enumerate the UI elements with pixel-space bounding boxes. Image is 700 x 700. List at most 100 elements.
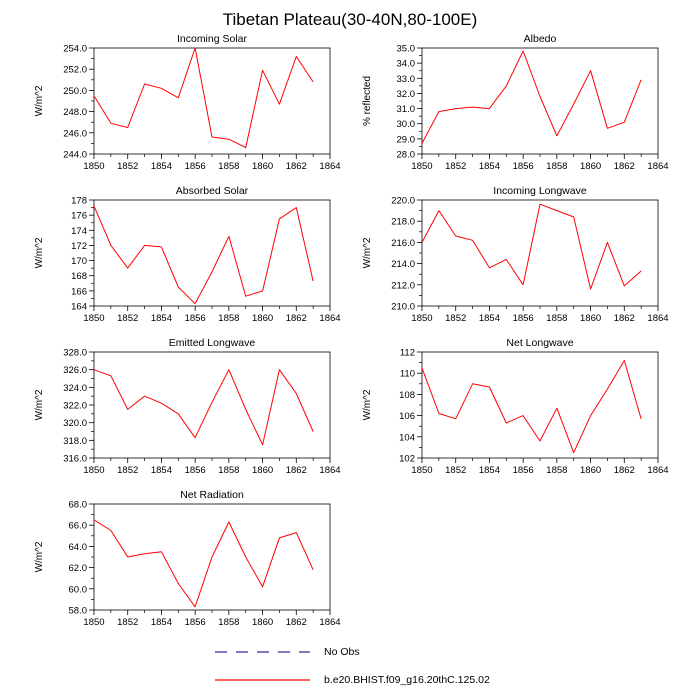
y-tick-label: 68.0 — [69, 500, 88, 511]
plot-frame — [421, 351, 659, 459]
y-tick-label: 66.0 — [69, 521, 88, 532]
x-tick-label: 1862 — [614, 465, 635, 476]
x-tick-label: 1860 — [580, 465, 601, 476]
y-tick-label: 166 — [71, 286, 87, 297]
y-tick-label: 218.0 — [391, 217, 415, 228]
chart-incoming-solar: Incoming Solar W/m^2 244.0 246.0 248.0 250.0 2… — [34, 33, 341, 172]
series-solid-line — [215, 679, 310, 681]
y-tick-label: 168 — [71, 271, 87, 282]
data-line — [421, 203, 642, 290]
chart-title: Emitted Longwave — [169, 337, 256, 349]
x-tick-label: 1854 — [151, 465, 172, 476]
x-tick-label: 1854 — [151, 161, 172, 172]
y-tick-label: 316.0 — [63, 454, 87, 465]
y-tick-label: 31.0 — [397, 104, 416, 115]
plot-frame — [93, 351, 331, 459]
y-tick-label: 322.0 — [63, 401, 87, 412]
y-tick-label: 176 — [71, 211, 87, 222]
x-tick-label: 1852 — [445, 465, 466, 476]
x-tick-label: 1860 — [252, 313, 273, 324]
data-line — [93, 205, 314, 305]
chart-title: Absorbed Solar — [176, 185, 249, 197]
y-tick-label: 108 — [399, 390, 415, 401]
x-tick-label: 1856 — [513, 465, 534, 476]
y-tick-label: 164 — [71, 302, 87, 313]
y-tick-label: 62.0 — [69, 563, 88, 574]
data-line — [93, 519, 314, 608]
y-tick-label: 64.0 — [69, 542, 88, 553]
x-tick-label: 1856 — [185, 161, 206, 172]
x-tick-label: 1856 — [513, 161, 534, 172]
x-tick-label: 1860 — [252, 465, 273, 476]
x-tick-label: 1864 — [647, 161, 668, 172]
y-tick-label: 216.0 — [391, 238, 415, 249]
legend-row-no-obs: No Obs — [215, 646, 700, 658]
chart-net-longwave: Net Longwave W/m^2 102 104 106 108 110 112 1850 1… — [362, 337, 669, 476]
y-tick-label: 35.0 — [397, 44, 416, 55]
x-tick-label: 1858 — [546, 161, 567, 172]
chart-albedo: Albedo % reflected 28.0 29.0 30.0 31.0 32.0 33.… — [362, 33, 669, 172]
x-tick-label: 1850 — [83, 161, 104, 172]
x-tick-label: 1860 — [252, 161, 273, 172]
y-tick-label: 174 — [71, 226, 87, 237]
y-tick-label: 254.0 — [63, 44, 87, 55]
x-tick-label: 1852 — [445, 161, 466, 172]
x-tick-label: 1862 — [614, 313, 635, 324]
chart-absorbed-solar: Absorbed Solar W/m^2 164 166 168 170 172 174 176… — [34, 185, 341, 324]
chart-title: Albedo — [524, 33, 557, 45]
y-tick-label: 60.0 — [69, 584, 88, 595]
x-tick-label: 1862 — [286, 313, 307, 324]
y-tick-label: 34.0 — [397, 59, 416, 70]
figure-page: Tibetan Plateau(30-40N,80-100E) Incoming… — [0, 10, 700, 686]
y-axis-label: W/m^2 — [362, 389, 373, 420]
y-tick-label: 212.0 — [391, 280, 415, 291]
y-axis-label: W/m^2 — [34, 237, 45, 268]
y-axis-label: W/m^2 — [34, 389, 45, 420]
x-tick-label: 1864 — [319, 617, 340, 628]
x-tick-label: 1850 — [83, 465, 104, 476]
x-tick-label: 1854 — [151, 313, 172, 324]
x-tick-label: 1856 — [185, 465, 206, 476]
y-tick-label: 318.0 — [63, 436, 87, 447]
chart-title: Net Longwave — [506, 337, 573, 349]
x-tick-label: 1852 — [117, 465, 138, 476]
x-tick-label: 1860 — [580, 313, 601, 324]
y-tick-label: 29.0 — [397, 134, 416, 145]
y-tick-label: 28.0 — [397, 150, 416, 161]
x-tick-label: 1854 — [151, 617, 172, 628]
y-tick-label: 30.0 — [397, 119, 416, 130]
y-axis-label: W/m^2 — [362, 237, 373, 268]
x-tick-label: 1850 — [83, 313, 104, 324]
no-obs-dashed-line — [215, 651, 310, 653]
x-tick-label: 1864 — [319, 313, 340, 324]
x-tick-label: 1864 — [319, 465, 340, 476]
y-tick-label: 178 — [71, 196, 87, 207]
y-tick-label: 326.0 — [63, 365, 87, 376]
y-tick-label: 324.0 — [63, 383, 87, 394]
x-tick-label: 1858 — [546, 465, 567, 476]
y-axis-label: % reflected — [362, 76, 373, 126]
x-tick-label: 1862 — [286, 465, 307, 476]
x-tick-label: 1858 — [218, 465, 239, 476]
y-tick-label: 33.0 — [397, 74, 416, 85]
x-tick-label: 1856 — [185, 313, 206, 324]
data-line — [421, 360, 642, 454]
x-tick-label: 1864 — [647, 313, 668, 324]
x-tick-label: 1858 — [218, 161, 239, 172]
x-tick-label: 1852 — [117, 617, 138, 628]
x-tick-label: 1862 — [614, 161, 635, 172]
x-tick-label: 1864 — [647, 465, 668, 476]
figure-title: Tibetan Plateau(30-40N,80-100E) — [222, 10, 478, 29]
y-tick-label: 172 — [71, 241, 87, 252]
x-tick-label: 1852 — [445, 313, 466, 324]
no-obs-label: No Obs — [324, 646, 360, 658]
x-tick-label: 1858 — [218, 313, 239, 324]
plot-frame — [93, 47, 331, 155]
x-tick-label: 1860 — [252, 617, 273, 628]
y-tick-label: 110 — [400, 369, 415, 380]
x-tick-label: 1864 — [319, 161, 340, 172]
chart-title: Incoming Longwave — [493, 185, 587, 197]
y-tick-label: 250.0 — [63, 86, 87, 97]
y-tick-label: 58.0 — [69, 606, 88, 617]
legend-row-series: b.e20.BHIST.f09_g16.20thC.125.02 — [215, 674, 700, 686]
